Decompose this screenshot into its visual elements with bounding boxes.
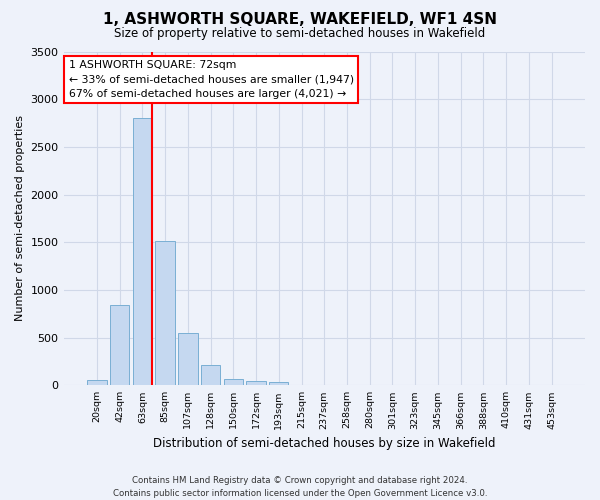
Bar <box>178 333 197 386</box>
Text: Contains HM Land Registry data © Crown copyright and database right 2024.
Contai: Contains HM Land Registry data © Crown c… <box>113 476 487 498</box>
Bar <box>247 380 266 386</box>
Bar <box>201 366 220 386</box>
Bar <box>155 242 175 386</box>
Text: 1 ASHWORTH SQUARE: 72sqm
← 33% of semi-detached houses are smaller (1,947)
67% o: 1 ASHWORTH SQUARE: 72sqm ← 33% of semi-d… <box>69 60 354 98</box>
Text: Size of property relative to semi-detached houses in Wakefield: Size of property relative to semi-detach… <box>115 28 485 40</box>
Bar <box>133 118 152 386</box>
Y-axis label: Number of semi-detached properties: Number of semi-detached properties <box>15 116 25 322</box>
Bar <box>110 305 130 386</box>
Bar <box>224 378 243 386</box>
X-axis label: Distribution of semi-detached houses by size in Wakefield: Distribution of semi-detached houses by … <box>153 437 496 450</box>
Bar <box>269 382 289 386</box>
Bar <box>87 380 107 386</box>
Text: 1, ASHWORTH SQUARE, WAKEFIELD, WF1 4SN: 1, ASHWORTH SQUARE, WAKEFIELD, WF1 4SN <box>103 12 497 28</box>
